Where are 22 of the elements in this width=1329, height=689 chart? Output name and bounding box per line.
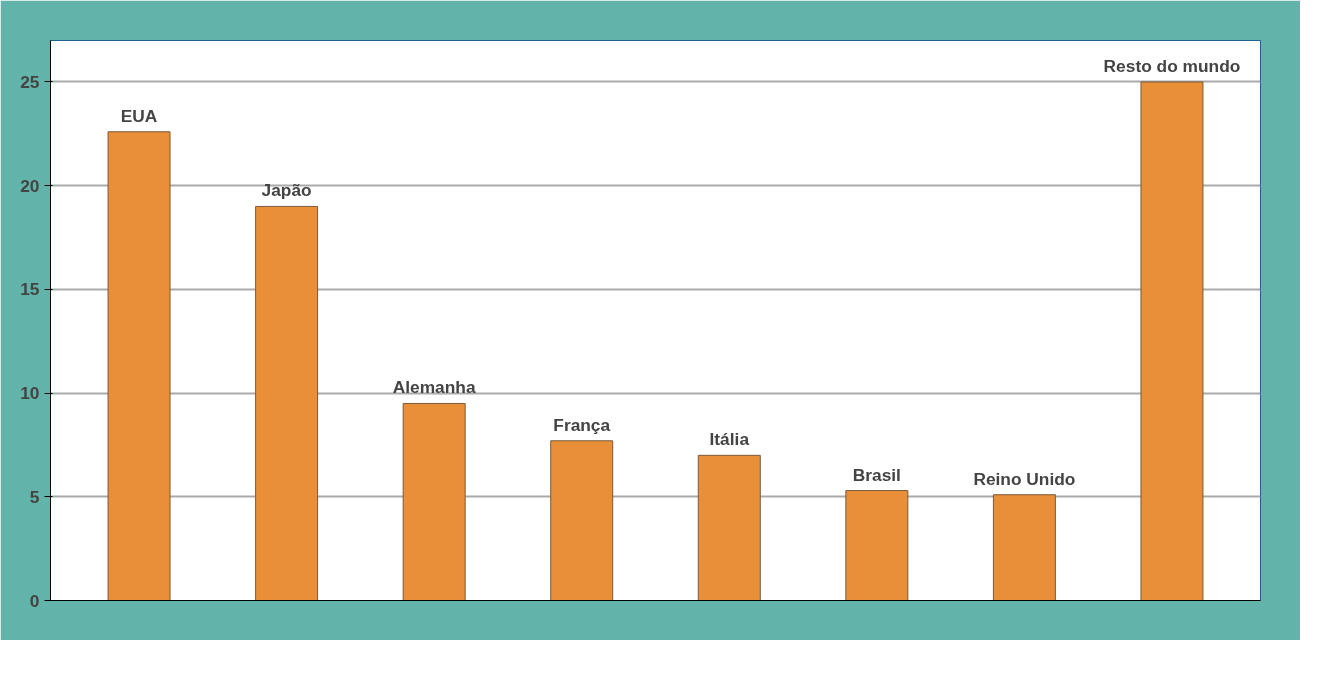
x-tick-label: Alemanha	[392, 377, 476, 398]
x-tick-label: Resto do mundo	[1103, 55, 1241, 76]
x-tick-label: EUA	[120, 105, 158, 126]
x-tick-label: Itália	[709, 429, 750, 450]
bar	[697, 454, 761, 601]
y-tick-label: 10	[20, 383, 40, 404]
x-tick-label: Japão	[261, 180, 312, 201]
y-tick-label: 0	[29, 590, 40, 611]
y-tick-label: 25	[20, 71, 40, 92]
y-tick-label: 20	[20, 175, 40, 196]
x-tick-label: Reino Unido	[973, 468, 1076, 489]
bar	[402, 402, 466, 601]
bar	[550, 440, 614, 601]
bar	[1140, 81, 1204, 601]
bar	[845, 490, 909, 601]
bar	[992, 494, 1056, 601]
y-tick-label: 5	[29, 486, 40, 507]
x-tick-label: França	[553, 414, 611, 435]
bar	[255, 205, 319, 601]
y-tick-label: 15	[20, 279, 40, 300]
x-tick-label: Brasil	[852, 464, 901, 485]
bar	[107, 131, 171, 601]
